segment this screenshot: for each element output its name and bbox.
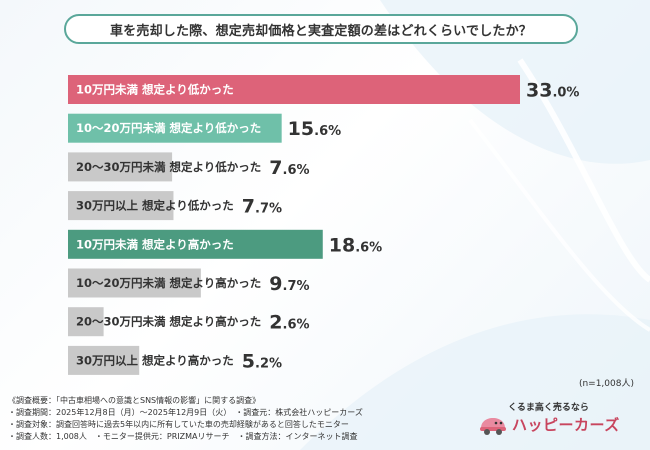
- bar-category-label: 10～20万円未満 想定より低かった: [76, 121, 261, 135]
- bar-value-label: 5.2%: [242, 350, 282, 372]
- sample-size-note: (n=1,008人): [578, 379, 634, 389]
- bar-row: 20～30万円未満 想定より高かった 2.6%: [68, 307, 310, 337]
- bar-value-label: 15.6%: [288, 118, 341, 140]
- bar: [68, 229, 323, 259]
- bar: [68, 268, 201, 298]
- bar-category-label: 20～30万円未満 想定より低かった: [76, 160, 261, 174]
- survey-note-line: ・調査期間：2025年12月8日（月）～2025年12月9日（火） ・調査元：株…: [8, 408, 363, 417]
- bar-value-label: 18.6%: [329, 234, 382, 256]
- survey-notes: 《調査概要：「中古車相場への意識とSNS情報の影響」に関する調査》 ・調査期間：…: [8, 395, 448, 443]
- bar: [68, 345, 140, 375]
- bar: [68, 307, 104, 337]
- bar-value-label: 9.7%: [269, 273, 309, 295]
- bar-category-label: 10万円未満 想定より低かった: [76, 83, 234, 97]
- brand-logo: くるま高く売るなら ハッピーカーズ: [478, 400, 638, 440]
- bar: [68, 75, 520, 104]
- bar-category-label: 30万円以上 想定より低かった: [76, 199, 234, 213]
- bar: [68, 152, 173, 182]
- bar-row: 10万円未満 想定より低かった 33.0%: [68, 75, 579, 104]
- survey-note-line: 《調査概要：「中古車相場への意識とSNS情報の影響」に関する調査》: [8, 396, 261, 405]
- bar-row: 10～20万円未満 想定より低かった 15.6%: [68, 113, 341, 143]
- bar-value-label: 7.6%: [269, 157, 309, 179]
- chart-title-box: 車を売却した際、想定売却価格と実査定額の差はどれくらいでしたか？: [64, 14, 578, 44]
- survey-note-line: ・調査人数：1,008人 ・モニター提供元：PRIZMAリサーチ ・調査方法：イ…: [8, 432, 358, 441]
- bar-category-label: 30万円以上 想定より高かった: [76, 353, 234, 367]
- bar-row: 20～30万円未満 想定より低かった 7.6%: [68, 152, 310, 182]
- bar-row: 10万円未満 想定より高かった 18.6%: [68, 229, 382, 259]
- bar-value-label: 7.7%: [242, 196, 282, 218]
- brand-name: ハッピーカーズ: [512, 416, 620, 434]
- bar-chart: 10万円未満 想定より低かった 33.0% 10～20万円未満 想定より低かった 15…: [68, 75, 579, 375]
- bar: [68, 113, 282, 143]
- bar-row: 30万円以上 想定より高かった 5.2%: [68, 345, 282, 375]
- bar-category-label: 10～20万円未満 想定より高かった: [76, 276, 261, 290]
- bar-row: 30万円以上 想定より低かった 7.7%: [68, 191, 282, 221]
- bar-category-label: 10万円未満 想定より高かった: [76, 237, 234, 251]
- bar-row: 10～20万円未満 想定より高かった 9.7%: [68, 268, 310, 298]
- bar-category-label: 20～30万円未満 想定より高かった: [76, 315, 261, 329]
- bar-value-label: 2.6%: [269, 312, 309, 334]
- bar: [68, 191, 174, 221]
- bar-value-label: 33.0%: [526, 80, 579, 102]
- chart-title: 車を売却した際、想定売却価格と実査定額の差はどれくらいでしたか？: [109, 23, 532, 39]
- survey-note-line: ・調査対象：調査回答時に過去5年以内に所有していた車の売却経験があると回答したモ…: [8, 420, 349, 429]
- car-icon: [480, 418, 506, 435]
- brand-tagline: くるま高く売るなら: [508, 403, 589, 413]
